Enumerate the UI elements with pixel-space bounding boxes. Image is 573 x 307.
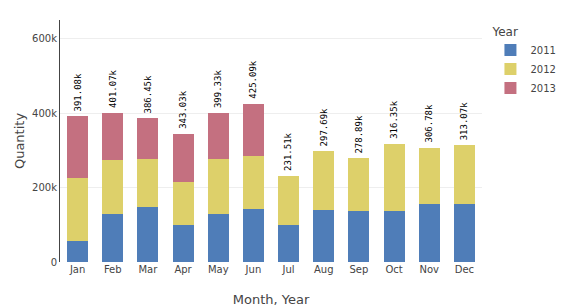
svg-text:May: May — [208, 264, 229, 275]
svg-text:386.45k: 386.45k — [143, 75, 153, 114]
svg-text:297.69k: 297.69k — [319, 108, 329, 147]
svg-text:Aug: Aug — [314, 264, 334, 275]
svg-text:2011: 2011 — [530, 45, 555, 56]
svg-text:343.03k: 343.03k — [178, 90, 188, 129]
svg-text:Month, Year: Month, Year — [233, 292, 310, 307]
svg-text:2013: 2013 — [530, 83, 555, 94]
svg-text:Dec: Dec — [455, 264, 474, 275]
svg-text:Quantity: Quantity — [12, 113, 27, 169]
svg-text:399.33k: 399.33k — [213, 70, 223, 109]
svg-text:313.07k: 313.07k — [459, 102, 469, 141]
svg-text:Year: Year — [491, 25, 517, 39]
svg-text:2012: 2012 — [530, 64, 555, 75]
svg-text:Jan: Jan — [69, 264, 85, 275]
svg-text:Apr: Apr — [174, 264, 192, 275]
svg-text:306.78k: 306.78k — [424, 104, 434, 143]
svg-text:600k: 600k — [32, 33, 57, 44]
svg-text:316.35k: 316.35k — [389, 100, 399, 139]
svg-text:278.89k: 278.89k — [354, 115, 364, 154]
svg-text:Mar: Mar — [138, 264, 158, 275]
svg-text:Sep: Sep — [349, 264, 368, 275]
svg-text:391.08k: 391.08k — [73, 73, 83, 112]
svg-text:Jul: Jul — [282, 264, 295, 275]
svg-text:400k: 400k — [32, 108, 57, 119]
svg-text:0: 0 — [51, 257, 57, 268]
svg-text:425.09k: 425.09k — [248, 60, 258, 99]
svg-text:Oct: Oct — [385, 264, 402, 275]
svg-text:231.51k: 231.51k — [283, 132, 293, 171]
svg-text:200k: 200k — [32, 182, 57, 193]
svg-text:Nov: Nov — [419, 264, 439, 275]
svg-text:401.07k: 401.07k — [108, 69, 118, 108]
svg-text:Feb: Feb — [104, 264, 122, 275]
svg-text:Jun: Jun — [245, 264, 262, 275]
